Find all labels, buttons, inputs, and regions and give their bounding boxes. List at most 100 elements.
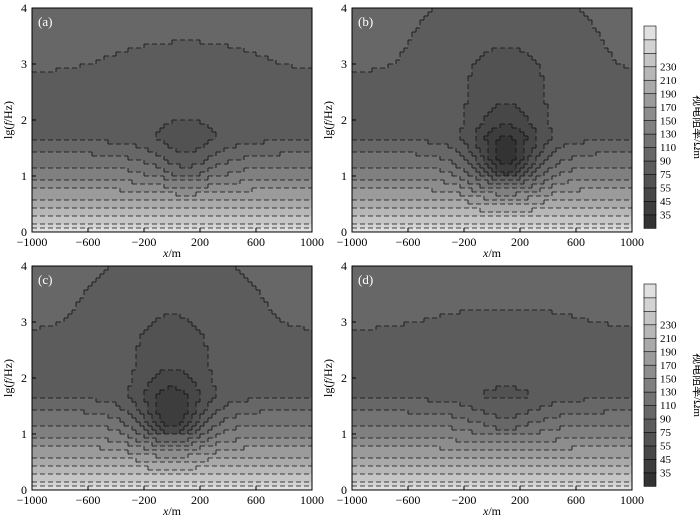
heatmap-cell-c-140 xyxy=(156,402,189,407)
heatmap-cell-b-223 xyxy=(464,168,477,173)
colorbar-swatch-1-8 xyxy=(643,364,657,379)
colorbar-swatch-1-10 xyxy=(643,337,657,353)
heatmap-cell-c-113 xyxy=(32,390,129,395)
heatmap-cell-b-15 xyxy=(352,28,417,33)
heatmap-cell-d-55 xyxy=(472,406,541,411)
heatmap-cell-b-208 xyxy=(544,160,561,165)
heatmap-cell-c-221 xyxy=(128,434,145,439)
heatmap-cell-c-96 xyxy=(32,378,133,383)
heatmap-cell-c-124 xyxy=(188,394,201,399)
heatmap-cell-d-82 xyxy=(352,438,457,443)
heatmap-cell-b-25 xyxy=(408,40,605,45)
heatmap-cell-d-70 xyxy=(352,422,485,427)
heatmap-cell-c-20 xyxy=(260,290,312,295)
heatmap-cell-c-239 xyxy=(144,446,201,451)
heatmap-cell-b-233 xyxy=(572,168,632,173)
heatmap-cell-b-60 xyxy=(472,72,541,77)
heatmap-cell-d-32 xyxy=(352,358,632,363)
heatmap-cell-d-40 xyxy=(496,386,517,391)
heatmap-cell-a-64 xyxy=(136,144,169,149)
y-tick-label-c-2: 2 xyxy=(21,371,27,385)
heatmap-cell-d-63 xyxy=(452,414,497,419)
colorbar-label-0-8: 170 xyxy=(660,102,677,114)
heatmap-cell-a-84 xyxy=(144,160,169,165)
colorbar-label-1-6: 130 xyxy=(660,387,677,399)
heatmap-cell-d-9 xyxy=(352,302,632,307)
heatmap-cell-c-246 xyxy=(156,454,189,459)
heatmap-cell-a-20 xyxy=(32,56,105,61)
heatmap-cell-b-263 xyxy=(480,184,533,189)
heatmap-cell-a-12 xyxy=(144,44,229,49)
heatmap-cell-d-25 xyxy=(352,330,632,335)
heatmap-cell-c-216 xyxy=(188,430,197,435)
heatmap-cell-b-101 xyxy=(528,116,549,121)
heatmap-cell-a-63 xyxy=(32,144,137,149)
heatmap-cell-a-62 xyxy=(264,140,312,145)
colorbar-swatch-0-4 xyxy=(643,160,657,175)
heatmap-cell-b-151 xyxy=(468,144,477,149)
heatmap-cell-b-172 xyxy=(416,152,461,157)
y-axis-pre-d: lg( xyxy=(321,384,335,397)
colorbar-swatch-0-5 xyxy=(643,146,657,162)
heatmap-cell-a-50 xyxy=(160,128,213,133)
heatmap-cell-b-5 xyxy=(584,12,632,17)
heatmap-cell-a-24 xyxy=(96,60,277,65)
heatmap-cell-c-183 xyxy=(192,418,201,423)
heatmap-cell-c-128 xyxy=(96,398,133,403)
colorbar-swatch-0-1 xyxy=(643,200,657,216)
heatmap-cell-c-126 xyxy=(216,394,312,399)
heatmap-cell-d-57 xyxy=(352,410,409,415)
heatmap-cell-c-182 xyxy=(184,418,193,423)
heatmap-cell-c-149 xyxy=(156,406,189,411)
y-axis-post-c: /Hz) xyxy=(1,359,15,380)
heatmap-cell-c-200 xyxy=(132,426,145,431)
heatmap-cell-c-114 xyxy=(128,390,145,395)
heatmap-cell-b-267 xyxy=(432,188,473,193)
heatmap-cell-a-104 xyxy=(164,176,209,181)
heatmap-cell-d-4 xyxy=(352,282,632,287)
heatmap-cell-c-162 xyxy=(204,410,217,415)
heatmap-cell-b-277 xyxy=(484,196,529,201)
heatmap-cell-b-276 xyxy=(352,196,485,201)
heatmap-cell-b-109 xyxy=(464,124,481,129)
heatmap-cell-c-231 xyxy=(236,438,312,443)
heatmap-cell-c-119 xyxy=(216,390,312,395)
heatmap-cell-c-169 xyxy=(152,414,161,419)
heatmap-cell-a-80 xyxy=(164,156,209,161)
heatmap-cell-b-205 xyxy=(520,160,529,165)
heatmap-cell-a-3 xyxy=(32,20,312,25)
colorbar-label-1-11: 230 xyxy=(660,319,677,331)
heatmap-cell-c-203 xyxy=(160,426,185,431)
heatmap-cell-d-74 xyxy=(452,426,497,431)
heatmap-cell-b-32 xyxy=(492,48,521,53)
heatmap-cell-c-173 xyxy=(200,414,213,419)
heatmap-cell-b-275 xyxy=(552,192,632,197)
heatmap-cell-b-63 xyxy=(468,76,545,81)
heatmap-cell-b-96 xyxy=(524,112,549,117)
heatmap-cell-b-0 xyxy=(352,8,433,13)
heatmap-cell-b-227 xyxy=(496,168,517,173)
heatmap-cell-a-115 xyxy=(32,192,177,197)
heatmap-cell-c-70 xyxy=(208,346,312,351)
heatmap-cell-c-55 xyxy=(304,326,312,331)
y-tick-label-c-1: 1 xyxy=(21,427,27,441)
x-tick-label-c-2: −200 xyxy=(132,493,157,507)
heatmap-cell-c-167 xyxy=(132,414,145,419)
heatmap-cell-b-4 xyxy=(428,12,585,17)
heatmap-cell-c-174 xyxy=(212,414,237,419)
heatmap-cell-b-122 xyxy=(352,132,461,137)
yticks-c: 0 1 2 3 4 xyxy=(21,259,36,497)
heatmap-cell-d-1 xyxy=(352,270,632,275)
y-tick-label-a-2: 2 xyxy=(21,113,27,127)
heatmap-cell-c-85 xyxy=(208,366,312,371)
heatmap-cell-a-103 xyxy=(32,176,165,181)
heatmap-cell-a-56 xyxy=(156,136,217,141)
heatmap-cell-b-279 xyxy=(352,200,469,205)
heatmap-cell-c-12 xyxy=(32,282,93,287)
heatmap-cell-c-160 xyxy=(188,410,197,415)
heatmap-cell-b-44 xyxy=(612,56,632,61)
heatmap-cell-c-225 xyxy=(32,438,109,443)
heatmap-cell-a-90 xyxy=(180,164,193,169)
heatmap-cell-c-26 xyxy=(264,298,312,303)
